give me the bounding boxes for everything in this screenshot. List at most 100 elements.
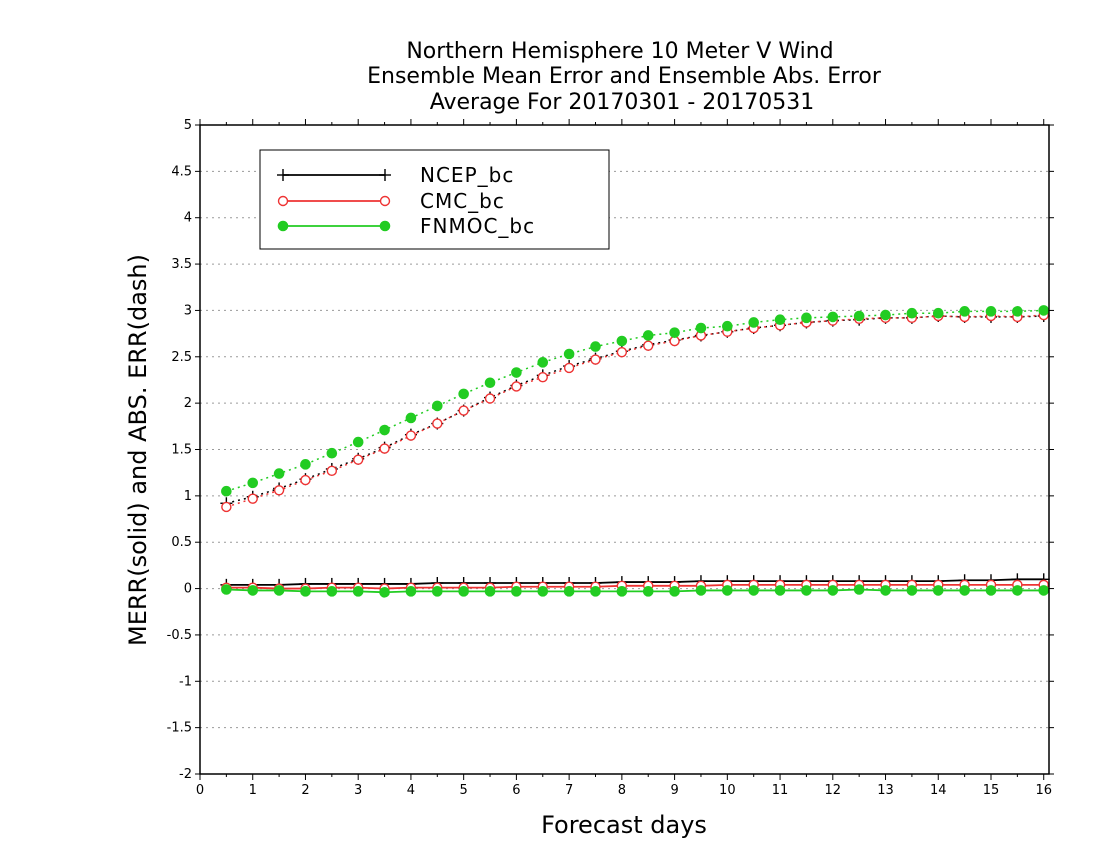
mean-error-point [537, 586, 549, 597]
series-FNMOC_bc [221, 305, 1050, 598]
y-tick-label: -1.5 [167, 721, 192, 736]
abs-error-point [273, 485, 285, 496]
abs-error-point [590, 354, 601, 365]
mean-error-point [853, 584, 865, 595]
x-axis-label: Forecast days [541, 811, 707, 839]
x-tick-label: 16 [1035, 783, 1052, 798]
abs-error-point [247, 493, 258, 504]
y-tick-label: 2.5 [171, 350, 192, 365]
abs-error-point [563, 362, 575, 374]
abs-error-point [300, 474, 311, 486]
y-tick-label: 2 [184, 396, 192, 411]
abs-error-point [774, 314, 786, 326]
mean-error-point [352, 586, 364, 597]
title-line-2: Ensemble Mean Error and Ensemble Abs. Er… [367, 64, 882, 89]
abs-error-point [432, 418, 443, 429]
legend-entry-CMC_bc: CMC_bc [277, 189, 505, 213]
y-tick-label: 0 [184, 582, 192, 597]
x-tick-label: 9 [670, 783, 678, 798]
x-tick-label: 15 [983, 783, 1000, 798]
mean-error-point [616, 586, 628, 597]
abs-error-point [669, 327, 680, 338]
mean-error-point [379, 586, 390, 598]
abs-error-point [431, 400, 443, 412]
mean-error-point [484, 586, 496, 597]
mean-error-point [774, 585, 786, 596]
abs-error-point [352, 436, 364, 448]
abs-error-point [853, 310, 865, 322]
abs-error-point [273, 468, 285, 479]
abs-error-point [1038, 305, 1050, 316]
abs-error-point [643, 340, 654, 351]
mean-error-point [642, 586, 654, 597]
legend-marker [277, 195, 289, 207]
x-tick-label: 12 [825, 783, 842, 798]
y-axis-label: MERR(solid) and ABS. ERR(dash) [124, 254, 152, 646]
mean-error-point [405, 586, 417, 597]
mean-error-point [563, 586, 575, 597]
legend-label: CMC_bc [420, 189, 505, 213]
abs-error-point [906, 307, 918, 319]
mean-error-point [247, 585, 259, 596]
y-tick-label: 1.5 [171, 443, 192, 458]
abs-error-point [379, 443, 390, 454]
abs-error-point [458, 388, 469, 400]
x-tick-label: 13 [877, 783, 894, 798]
abs-error-point [827, 311, 839, 323]
abs-error-point [484, 393, 496, 404]
mean-error-point [221, 584, 232, 595]
y-tick-label: 5 [184, 118, 192, 133]
abs-error-point [695, 322, 707, 334]
abs-error-point [642, 330, 654, 341]
legend-marker [379, 195, 391, 207]
x-tick-label: 3 [354, 783, 362, 798]
abs-error-point [932, 307, 944, 319]
mean-error-point [431, 586, 443, 597]
mean-error-point [511, 586, 522, 597]
x-tick-label: 5 [460, 783, 468, 798]
x-tick-label: 6 [512, 783, 520, 798]
chart-title: Northern Hemisphere 10 Meter V Wind Ense… [367, 39, 882, 115]
abs-error-point [300, 459, 311, 470]
abs-error-point [405, 412, 417, 424]
x-tick-label: 10 [719, 783, 736, 798]
y-tick-label: 3.5 [171, 257, 192, 272]
series-lines [220, 305, 1050, 598]
abs-error-point [352, 454, 364, 465]
legend-label: NCEP_bc [420, 163, 514, 187]
y-tick-label: -1 [179, 674, 192, 689]
abs-error-point [880, 309, 891, 321]
mean-error-point [722, 585, 733, 596]
legend-marker [379, 169, 391, 181]
x-tick-label: 11 [772, 783, 789, 798]
abs-error-point [537, 371, 548, 383]
x-tick-label: 0 [196, 783, 204, 798]
abs-error-point [748, 317, 759, 328]
mean-error-point [326, 586, 338, 597]
legend-label: FNMOC_bc [420, 214, 535, 238]
mean-error-point [827, 585, 839, 596]
abs-error-point [616, 346, 628, 358]
mean-error-point [695, 585, 707, 596]
abs-error-point [379, 424, 390, 436]
x-tick-label: 4 [407, 783, 415, 798]
abs-error-point [616, 335, 628, 347]
legend-entry-NCEP_bc: NCEP_bc [277, 163, 514, 187]
abs-error-line [226, 315, 1044, 505]
abs-error-point [985, 306, 997, 317]
mean-error-point [1012, 585, 1023, 596]
mean-error-point [959, 585, 970, 596]
title-line-1: Northern Hemisphere 10 Meter V Wind [406, 39, 833, 64]
legend-entry-FNMOC_bc: FNMOC_bc [277, 214, 535, 238]
mean-error-point [458, 586, 469, 597]
mean-error-point [1038, 585, 1050, 596]
abs-error-point [247, 477, 259, 489]
legend-marker [277, 220, 289, 232]
x-tick-label: 1 [249, 783, 257, 798]
y-tick-label: 1 [184, 489, 192, 504]
mean-error-point [880, 585, 891, 596]
mean-error-point [273, 585, 285, 596]
